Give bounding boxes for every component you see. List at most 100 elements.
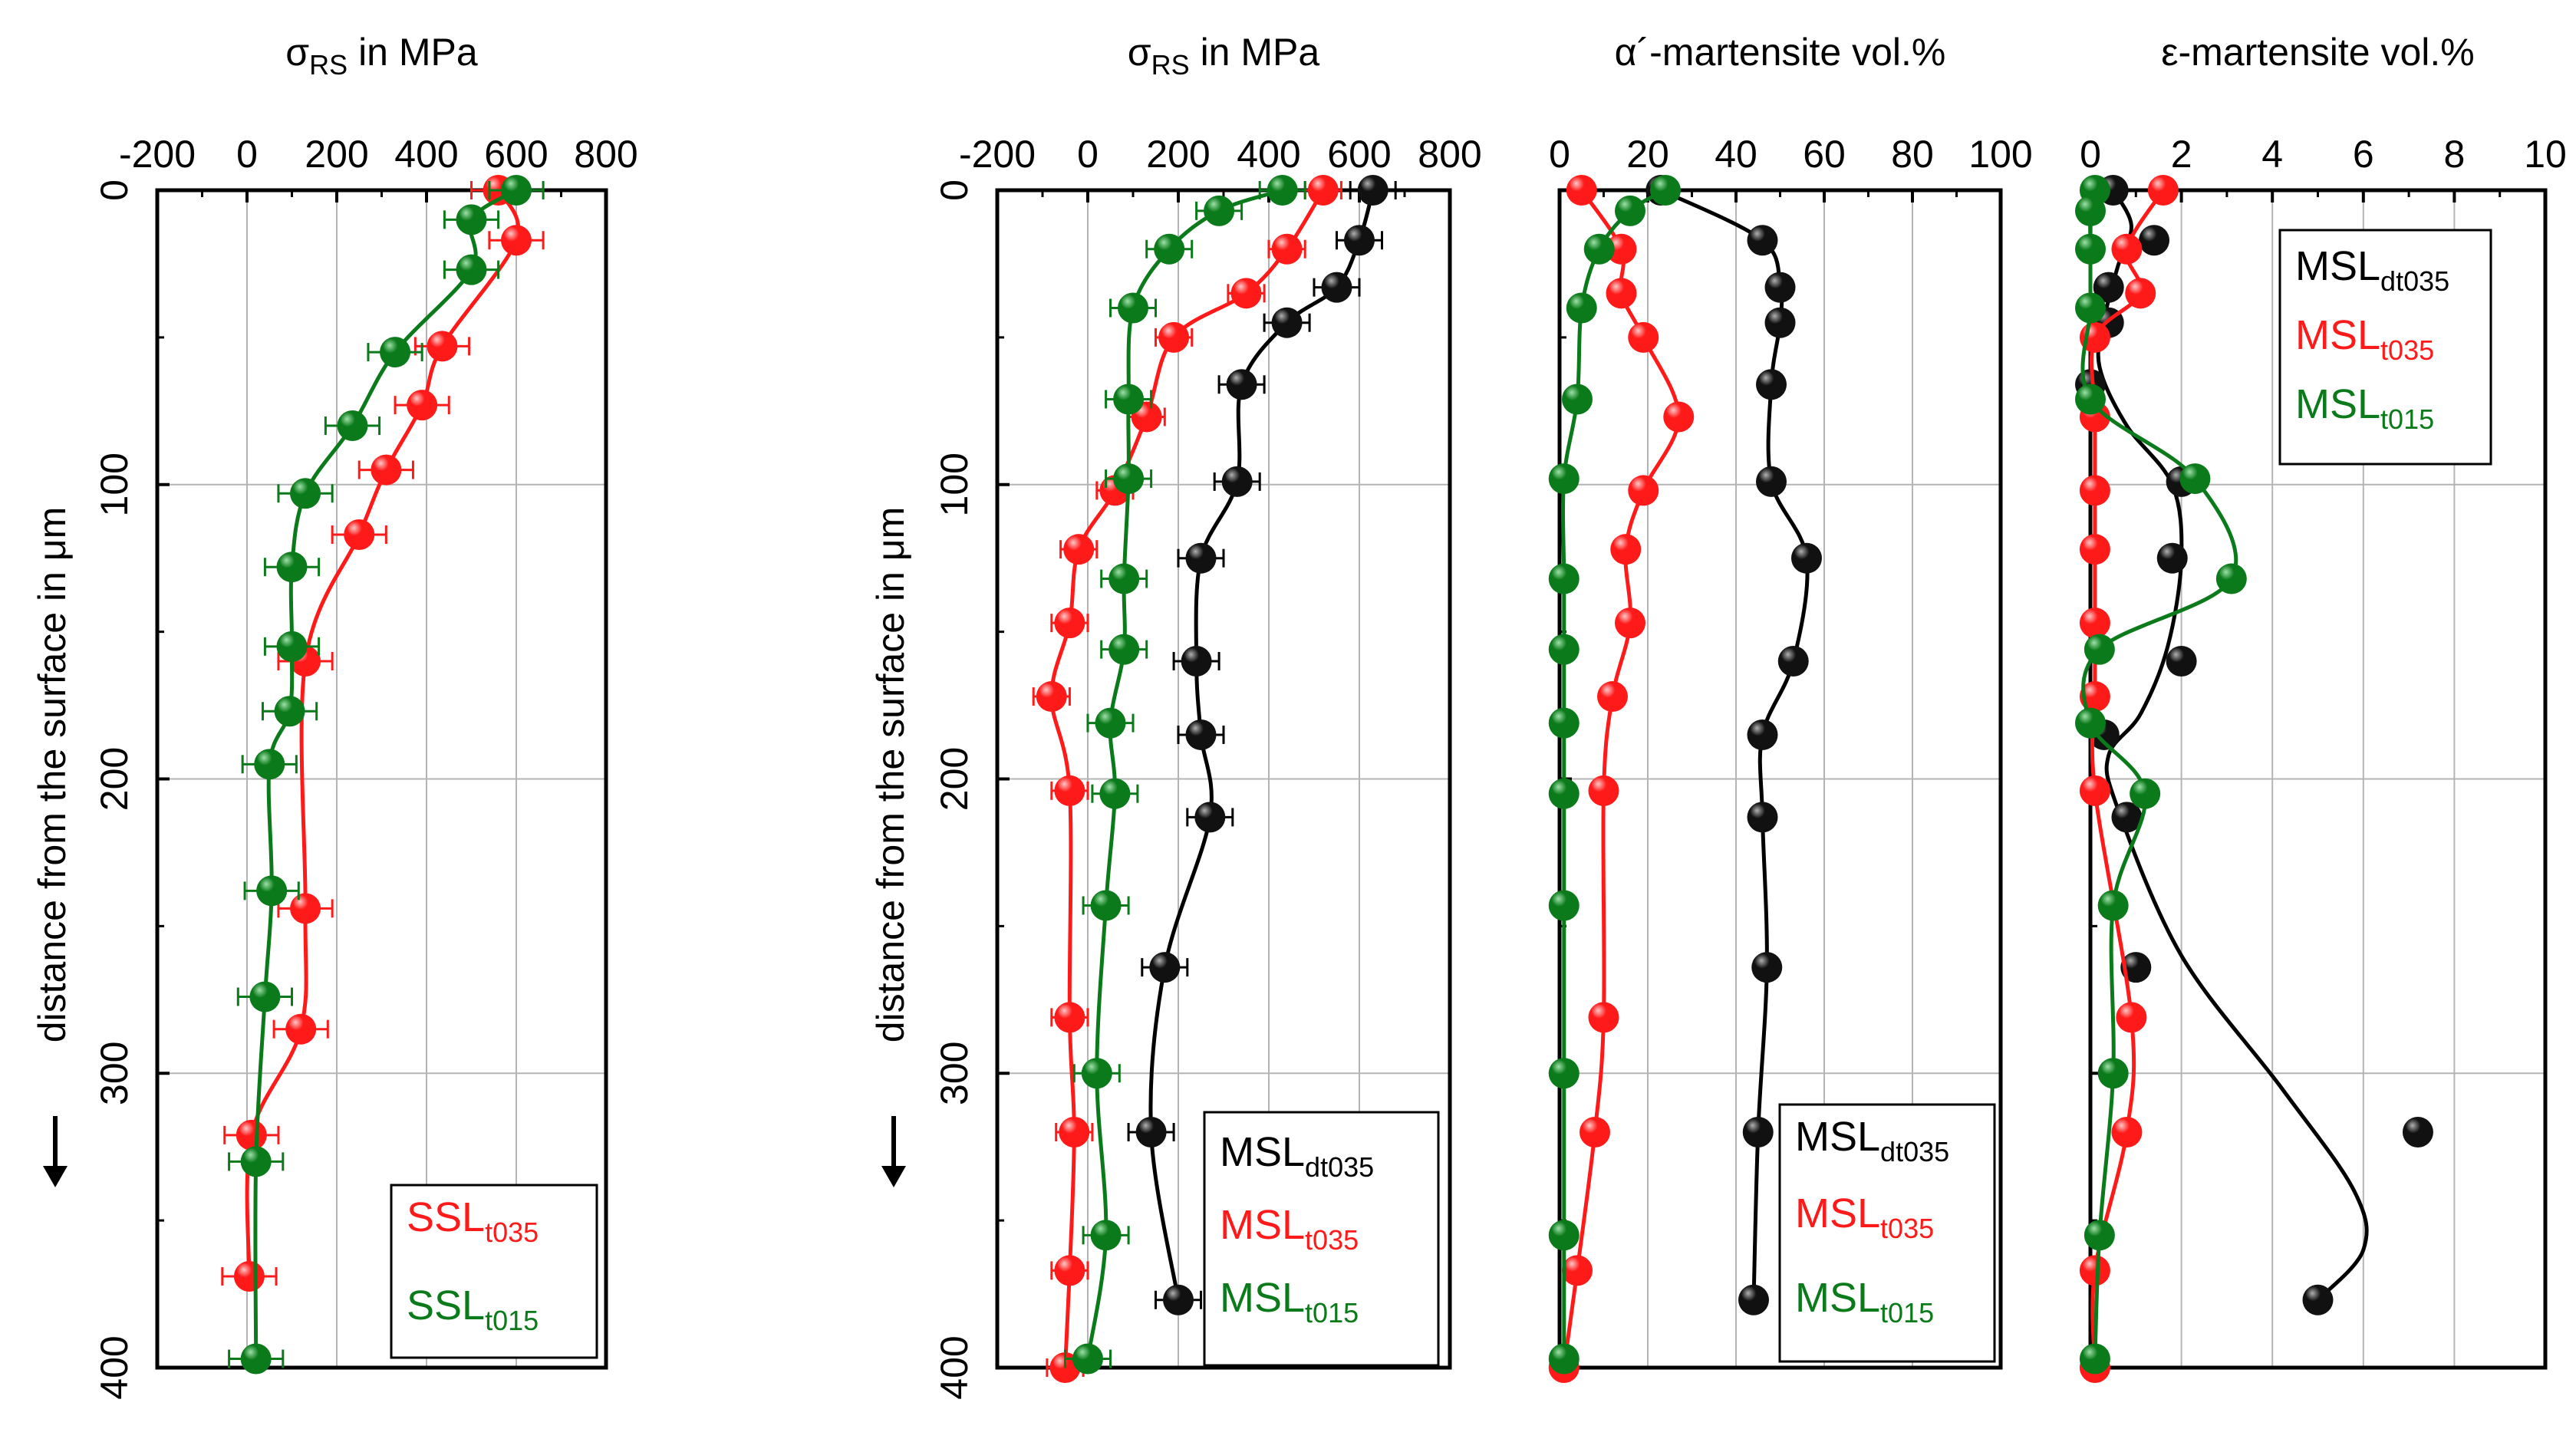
data-point xyxy=(1791,542,1822,574)
data-point xyxy=(2079,475,2110,506)
data-point xyxy=(1548,707,1580,739)
x-tick-label: 600 xyxy=(1327,133,1391,176)
panel-title: ε-martensite vol.% xyxy=(2161,31,2475,74)
y-axis-title: distance from the surface in μm xyxy=(869,507,912,1043)
data-point xyxy=(1650,175,1681,206)
data-point xyxy=(1230,278,1262,309)
legend-box xyxy=(390,1184,598,1359)
data-point xyxy=(1764,272,1796,303)
data-point xyxy=(276,631,308,662)
series-msl-t035 xyxy=(1548,175,1695,1383)
data-point xyxy=(2084,634,2115,665)
legend-entry: MSLdt035 xyxy=(1795,1114,1949,1167)
data-point xyxy=(1548,890,1580,921)
legend-entry: MSLt035 xyxy=(2295,312,2434,366)
data-point xyxy=(2125,278,2156,309)
y-tick-label: 100 xyxy=(93,453,136,516)
x-tick-label: 400 xyxy=(394,133,458,176)
data-point xyxy=(501,225,532,256)
series-ssl-t035 xyxy=(221,175,545,1292)
data-point xyxy=(2120,952,2152,983)
x-tick-label: 200 xyxy=(1146,133,1210,176)
data-point xyxy=(407,390,438,421)
data-point xyxy=(1615,607,1645,639)
legend: SSLt035 SSLt015 xyxy=(390,1184,598,1359)
data-point xyxy=(1149,952,1181,983)
data-point xyxy=(1344,225,1375,256)
data-point xyxy=(1562,384,1593,415)
data-point xyxy=(1090,1220,1122,1251)
data-point xyxy=(2139,225,2170,256)
data-point xyxy=(2111,1117,2143,1147)
data-point xyxy=(274,696,305,727)
data-point xyxy=(1663,401,1695,433)
data-point xyxy=(2079,1255,2110,1286)
data-point xyxy=(1154,233,1185,265)
data-point xyxy=(1610,534,1642,565)
data-point xyxy=(1095,707,1126,739)
x-tick-label: 0 xyxy=(1077,133,1099,176)
legend-entry: MSLt035 xyxy=(1795,1190,1934,1244)
data-point xyxy=(1606,233,1637,265)
data-point xyxy=(2084,1220,2115,1251)
data-point xyxy=(1742,1117,1774,1147)
data-point xyxy=(1054,1002,1085,1033)
data-point xyxy=(290,893,321,924)
data-point xyxy=(2156,542,2188,574)
legend: MSLdt035 MSLt035 MSLt015 xyxy=(1778,1103,1996,1363)
data-point xyxy=(240,1146,272,1177)
data-point xyxy=(1113,384,1145,415)
x-tick-label: 0 xyxy=(236,133,258,176)
data-point xyxy=(1181,646,1212,677)
data-point xyxy=(285,1013,317,1045)
data-point xyxy=(1158,321,1190,353)
y-axis-label-panel-2: distance from the surface in μm xyxy=(869,507,912,1187)
series-line xyxy=(253,188,518,1359)
x-tick-label: 8 xyxy=(2443,133,2465,176)
data-point xyxy=(1777,646,1809,677)
y-tick-label: 400 xyxy=(933,1335,976,1399)
data-point xyxy=(1747,225,1778,256)
legend-box xyxy=(1203,1111,1440,1367)
data-point xyxy=(1321,272,1352,303)
data-point xyxy=(1135,1117,1167,1147)
data-point xyxy=(254,749,285,780)
data-point xyxy=(1185,542,1217,574)
legend-entry: MSLt015 xyxy=(1220,1275,1359,1329)
data-point xyxy=(1204,195,1235,226)
legend-entry: MSLdt035 xyxy=(2295,243,2449,297)
data-point xyxy=(2097,890,2129,921)
data-point xyxy=(1081,1058,1112,1089)
data-point xyxy=(1615,195,1645,226)
data-point xyxy=(1036,681,1067,713)
y-tick-label: 300 xyxy=(93,1042,136,1105)
data-point xyxy=(1548,463,1580,495)
data-point xyxy=(1548,1220,1580,1251)
legend-entry: MSLdt035 xyxy=(1220,1129,1374,1183)
data-point xyxy=(2075,292,2106,324)
data-point xyxy=(1267,175,1298,206)
data-point xyxy=(1566,175,1597,206)
data-point xyxy=(337,410,368,441)
legend: MSLdt035 MSLt035 MSLt015 xyxy=(2278,229,2492,466)
data-point xyxy=(276,552,308,583)
x-tick-label: 400 xyxy=(1237,133,1300,176)
legend-entry: MSLt035 xyxy=(1220,1202,1359,1256)
data-point xyxy=(371,454,402,486)
data-point xyxy=(2075,233,2106,265)
data-point xyxy=(427,331,458,362)
data-point xyxy=(2079,607,2110,639)
data-point xyxy=(2079,1343,2110,1375)
series-msl-t015 xyxy=(1548,175,1681,1375)
data-point xyxy=(1059,1117,1090,1147)
legend-entry: MSLt015 xyxy=(1795,1275,1934,1329)
data-point xyxy=(456,204,487,235)
data-point xyxy=(1597,681,1628,713)
data-point xyxy=(1194,802,1226,833)
data-point xyxy=(2079,775,2110,806)
data-point xyxy=(1562,1255,1593,1286)
data-point xyxy=(1548,563,1580,594)
x-tick-label: 600 xyxy=(484,133,548,176)
data-point xyxy=(1108,563,1140,594)
